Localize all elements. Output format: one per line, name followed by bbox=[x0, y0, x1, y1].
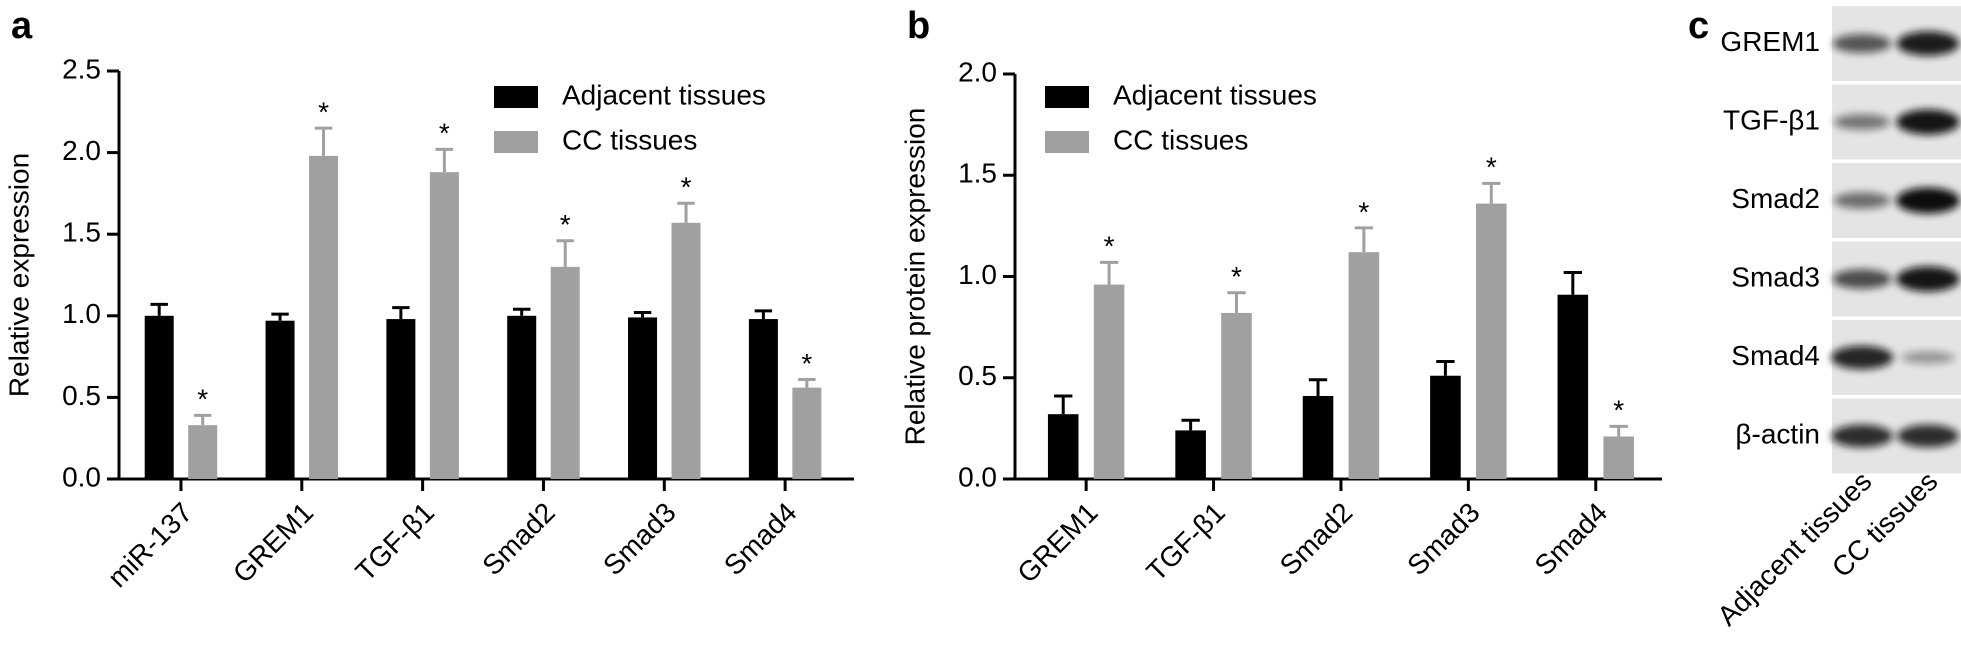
bar bbox=[386, 319, 416, 479]
bar bbox=[671, 222, 701, 479]
y-tick-label: 1.0 bbox=[62, 298, 101, 329]
bar bbox=[429, 172, 459, 479]
significance-marker: * bbox=[197, 384, 208, 415]
y-tick-label: 1.5 bbox=[62, 217, 101, 248]
x-tick-label: Smad4 bbox=[1529, 497, 1614, 582]
y-tick-label: 0.0 bbox=[62, 461, 101, 492]
y-tick-label: 1.0 bbox=[958, 259, 997, 290]
bar bbox=[1302, 395, 1334, 479]
legend-label: CC tissues bbox=[562, 124, 697, 155]
blot-row-label: TGF-β1 bbox=[1723, 104, 1820, 135]
legend-swatch bbox=[494, 86, 538, 108]
significance-marker: * bbox=[681, 172, 692, 203]
y-axis-title: Relative protein expression bbox=[899, 108, 930, 446]
significance-marker: * bbox=[318, 97, 329, 128]
bar bbox=[1475, 203, 1507, 479]
blot-band bbox=[1832, 34, 1892, 53]
bar bbox=[628, 317, 658, 479]
significance-marker: * bbox=[1104, 231, 1115, 262]
bar bbox=[144, 315, 174, 479]
y-tick-label: 2.0 bbox=[62, 135, 101, 166]
bar bbox=[188, 425, 218, 479]
blot-row-label: GREM1 bbox=[1720, 26, 1820, 57]
significance-marker: * bbox=[801, 348, 812, 379]
legend-swatch bbox=[1045, 131, 1089, 153]
blot-band bbox=[1830, 345, 1894, 370]
y-tick-label: 1.5 bbox=[958, 158, 997, 189]
bar bbox=[1348, 252, 1380, 479]
blot-band bbox=[1833, 114, 1891, 130]
panel-label: b bbox=[907, 5, 930, 47]
panel-label: c bbox=[1688, 5, 1709, 47]
blot-band bbox=[1896, 109, 1960, 135]
significance-marker: * bbox=[1486, 152, 1497, 183]
bar bbox=[1603, 436, 1634, 479]
significance-marker: * bbox=[439, 118, 450, 149]
x-tick-label: Smad4 bbox=[718, 497, 803, 582]
bar bbox=[1557, 294, 1589, 479]
blot-band bbox=[1833, 192, 1891, 209]
x-tick-label: TGF-β1 bbox=[350, 497, 441, 588]
bar bbox=[1430, 375, 1461, 479]
bar bbox=[1093, 284, 1125, 479]
bar bbox=[1221, 312, 1252, 479]
bar bbox=[265, 320, 295, 479]
y-tick-label: 2.0 bbox=[958, 56, 997, 87]
blot-band bbox=[1896, 266, 1960, 292]
x-tick-label: GREM1 bbox=[1011, 497, 1103, 589]
y-tick-label: 0.5 bbox=[958, 360, 997, 391]
significance-marker: * bbox=[1358, 196, 1369, 227]
blot-band bbox=[1901, 351, 1955, 364]
blot-band bbox=[1832, 269, 1892, 289]
blot-band bbox=[1897, 424, 1959, 448]
significance-marker: * bbox=[1613, 395, 1624, 426]
y-tick-label: 2.5 bbox=[62, 53, 101, 84]
x-tick-label: miR-137 bbox=[102, 497, 199, 594]
panel-label: a bbox=[11, 5, 33, 47]
legend-swatch bbox=[494, 131, 538, 153]
legend-label: Adjacent tissues bbox=[1113, 79, 1317, 110]
bar bbox=[309, 155, 339, 479]
legend-label: CC tissues bbox=[1113, 124, 1248, 155]
x-tick-label: Smad3 bbox=[1401, 497, 1486, 582]
x-tick-label: Smad3 bbox=[597, 497, 682, 582]
legend-swatch bbox=[1045, 86, 1089, 108]
x-tick-label: Smad2 bbox=[476, 497, 561, 582]
y-tick-label: 0.5 bbox=[62, 380, 101, 411]
blot-band bbox=[1896, 31, 1960, 56]
blot-band bbox=[1831, 424, 1893, 448]
legend-label: Adjacent tissues bbox=[562, 79, 766, 110]
y-tick-label: 0.0 bbox=[958, 461, 997, 492]
bar bbox=[1047, 414, 1079, 479]
blot-row-label: Smad4 bbox=[1731, 340, 1820, 371]
blot-row-label: Smad2 bbox=[1731, 183, 1820, 214]
bar bbox=[748, 319, 778, 479]
blot-band bbox=[1896, 187, 1960, 214]
x-tick-label: Smad2 bbox=[1274, 497, 1359, 582]
significance-marker: * bbox=[1231, 261, 1242, 292]
x-tick-label: TGF-β1 bbox=[1141, 497, 1232, 588]
bar bbox=[792, 387, 822, 479]
bar bbox=[1175, 430, 1206, 479]
bar bbox=[550, 266, 580, 479]
blot-row-label: Smad3 bbox=[1731, 261, 1820, 292]
bar bbox=[507, 315, 537, 479]
blot-row-label: β-actin bbox=[1735, 418, 1820, 449]
y-axis-title: Relative expression bbox=[3, 153, 34, 397]
significance-marker: * bbox=[560, 209, 571, 240]
x-tick-label: GREM1 bbox=[227, 497, 319, 589]
